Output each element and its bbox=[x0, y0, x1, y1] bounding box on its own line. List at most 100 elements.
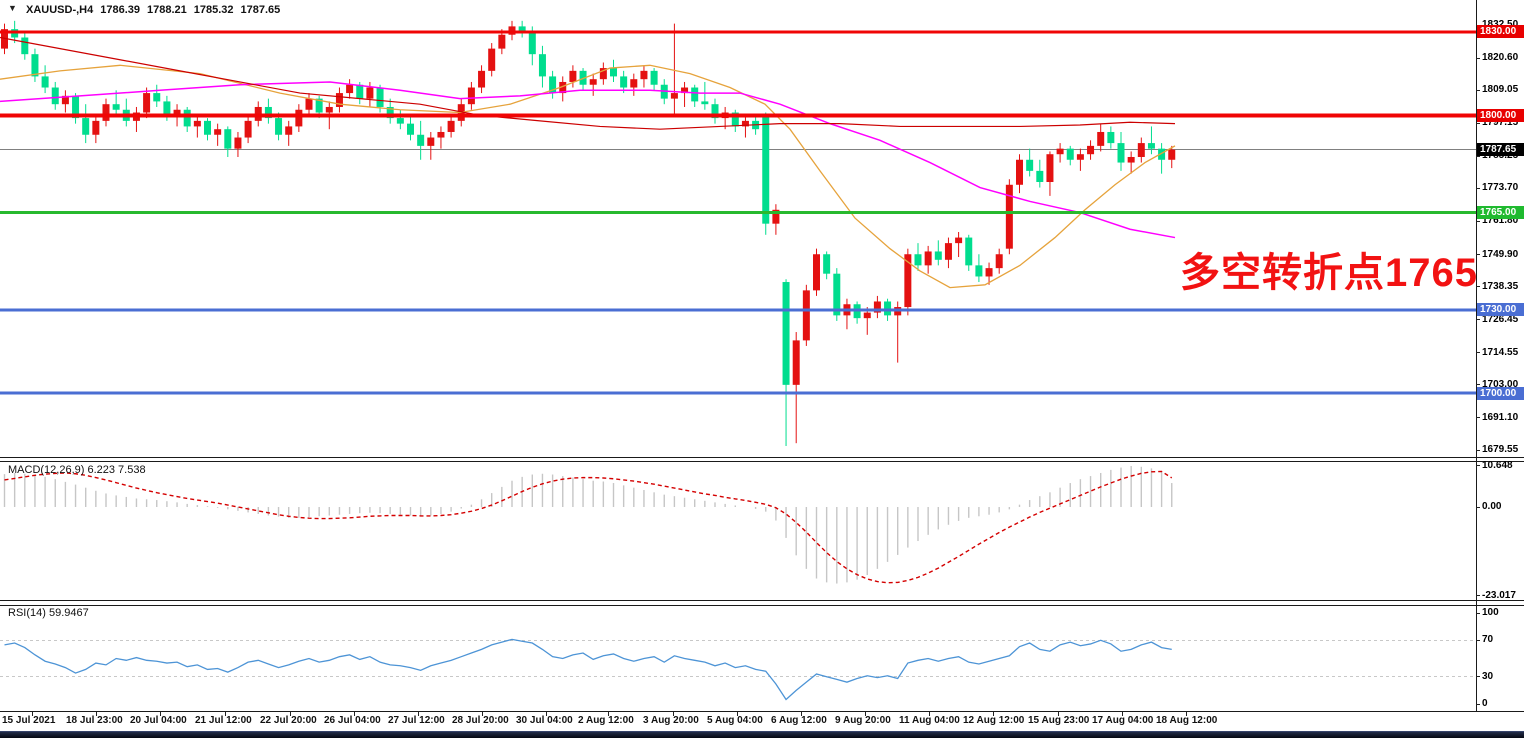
candle-body bbox=[478, 70, 486, 88]
macd-tick-label: 10.648 bbox=[1482, 459, 1513, 471]
price-tick-label: 1773.70 bbox=[1482, 182, 1519, 194]
candle-body bbox=[153, 93, 161, 102]
candle-body bbox=[275, 118, 283, 135]
time-tick-label: 5 Aug 04:00 bbox=[707, 715, 763, 726]
candle-body bbox=[762, 115, 770, 224]
close-value: 1787.65 bbox=[240, 4, 281, 16]
time-tick-mark bbox=[354, 712, 355, 716]
time-tick-mark bbox=[865, 712, 866, 716]
candle-body bbox=[396, 118, 404, 124]
candle-body bbox=[173, 109, 181, 116]
price-tick-label: 1797.15 bbox=[1482, 117, 1519, 129]
price-tick-label: 1749.90 bbox=[1482, 248, 1519, 260]
candle-body bbox=[701, 101, 709, 105]
price-tick-label: 1679.55 bbox=[1482, 444, 1519, 455]
candle-body bbox=[335, 93, 343, 107]
candle-body bbox=[610, 68, 617, 77]
taskbar-strip[interactable] bbox=[0, 731, 1524, 738]
candle-body bbox=[1107, 131, 1115, 144]
time-tick-label: 30 Jul 04:00 bbox=[516, 715, 573, 726]
price-tick-mark bbox=[1476, 155, 1480, 157]
time-tick-label: 27 Jul 12:00 bbox=[388, 715, 445, 726]
time-tick-label: 15 Aug 23:00 bbox=[1028, 715, 1090, 726]
candle-body bbox=[417, 134, 425, 146]
candle-body bbox=[599, 68, 607, 80]
time-tick-label: 17 Aug 04:00 bbox=[1092, 715, 1154, 726]
candle-body bbox=[1036, 170, 1044, 182]
time-tick-mark bbox=[673, 712, 674, 716]
candle-body bbox=[346, 84, 354, 94]
candle-body bbox=[569, 70, 577, 82]
price-level-badge: 1830.00 bbox=[1477, 25, 1524, 39]
candle-body bbox=[143, 93, 151, 113]
candle-body bbox=[691, 87, 699, 102]
price-tick-mark bbox=[1476, 122, 1480, 124]
candle-body bbox=[437, 131, 445, 138]
candle-body bbox=[1137, 143, 1145, 157]
price-level-badge: 1700.00 bbox=[1477, 386, 1524, 400]
candle-body bbox=[802, 290, 810, 341]
candle-body bbox=[1066, 148, 1074, 160]
time-tick-label: 12 Aug 12:00 bbox=[963, 715, 1025, 726]
time-tick-label: 21 Jul 12:00 bbox=[195, 715, 252, 726]
candle-body bbox=[955, 237, 963, 244]
candle-body bbox=[589, 79, 597, 85]
candle-body bbox=[965, 237, 973, 266]
time-tick-mark bbox=[418, 712, 419, 716]
candle-body bbox=[995, 254, 1003, 269]
candle-body bbox=[112, 104, 120, 110]
macd-tick-label: -23.017 bbox=[1482, 589, 1516, 601]
candle-body bbox=[650, 70, 658, 85]
candle-body bbox=[1056, 148, 1064, 155]
price-tick-mark bbox=[1476, 352, 1480, 354]
candle-body bbox=[356, 84, 364, 99]
time-tick-label: 2 Aug 12:00 bbox=[578, 715, 634, 726]
candle-body bbox=[1016, 159, 1023, 185]
candle-body bbox=[488, 48, 496, 71]
price-tick-mark bbox=[1476, 187, 1480, 189]
candle-body bbox=[1087, 145, 1095, 155]
time-tick-mark bbox=[929, 712, 930, 716]
time-tick-label: 18 Aug 12:00 bbox=[1156, 715, 1218, 726]
macd-signal-line bbox=[4, 470, 1173, 584]
candle-body bbox=[1168, 149, 1176, 160]
candle-body bbox=[1127, 156, 1135, 163]
candle-body bbox=[670, 93, 678, 99]
candle-body bbox=[264, 106, 272, 119]
candle-body bbox=[772, 209, 780, 224]
rsi-tick-mark bbox=[1476, 639, 1480, 641]
candle-body bbox=[1147, 143, 1155, 149]
rsi-tick-mark bbox=[1476, 612, 1480, 614]
candle-body bbox=[1097, 131, 1105, 146]
rsi-indicator-label: RSI(14) 59.9467 bbox=[8, 607, 89, 619]
price-level-badge: 1730.00 bbox=[1477, 303, 1524, 317]
time-tick-mark bbox=[608, 712, 609, 716]
candle-body bbox=[183, 109, 191, 127]
price-tick-label: 1761.80 bbox=[1482, 215, 1519, 227]
candle-body bbox=[193, 120, 201, 127]
ma-magenta-line bbox=[0, 81, 1176, 239]
price-tick-mark bbox=[1476, 57, 1480, 59]
candle-body bbox=[782, 282, 790, 385]
price-tick-mark bbox=[1476, 254, 1480, 256]
macd-tick-mark bbox=[1476, 465, 1480, 467]
candle-body bbox=[640, 70, 648, 80]
time-tick-mark bbox=[1122, 712, 1123, 716]
ma-red-line bbox=[0, 36, 1176, 130]
rsi-tick-label: 30 bbox=[1482, 670, 1494, 682]
time-tick-mark bbox=[546, 712, 547, 716]
candle-body bbox=[731, 112, 739, 127]
low-value: 1785.32 bbox=[193, 4, 234, 16]
price-tick-mark bbox=[1476, 449, 1480, 451]
candle-body bbox=[559, 81, 567, 94]
time-tick-mark bbox=[1186, 712, 1187, 716]
candle-body bbox=[823, 254, 831, 274]
candle-body bbox=[427, 137, 435, 146]
candle-body bbox=[447, 120, 455, 132]
candle-body bbox=[1117, 143, 1125, 163]
chevron-down-icon[interactable]: ▼ bbox=[8, 3, 17, 13]
candle-body bbox=[82, 118, 90, 135]
candle-body bbox=[620, 76, 628, 88]
candle-body bbox=[285, 126, 293, 135]
